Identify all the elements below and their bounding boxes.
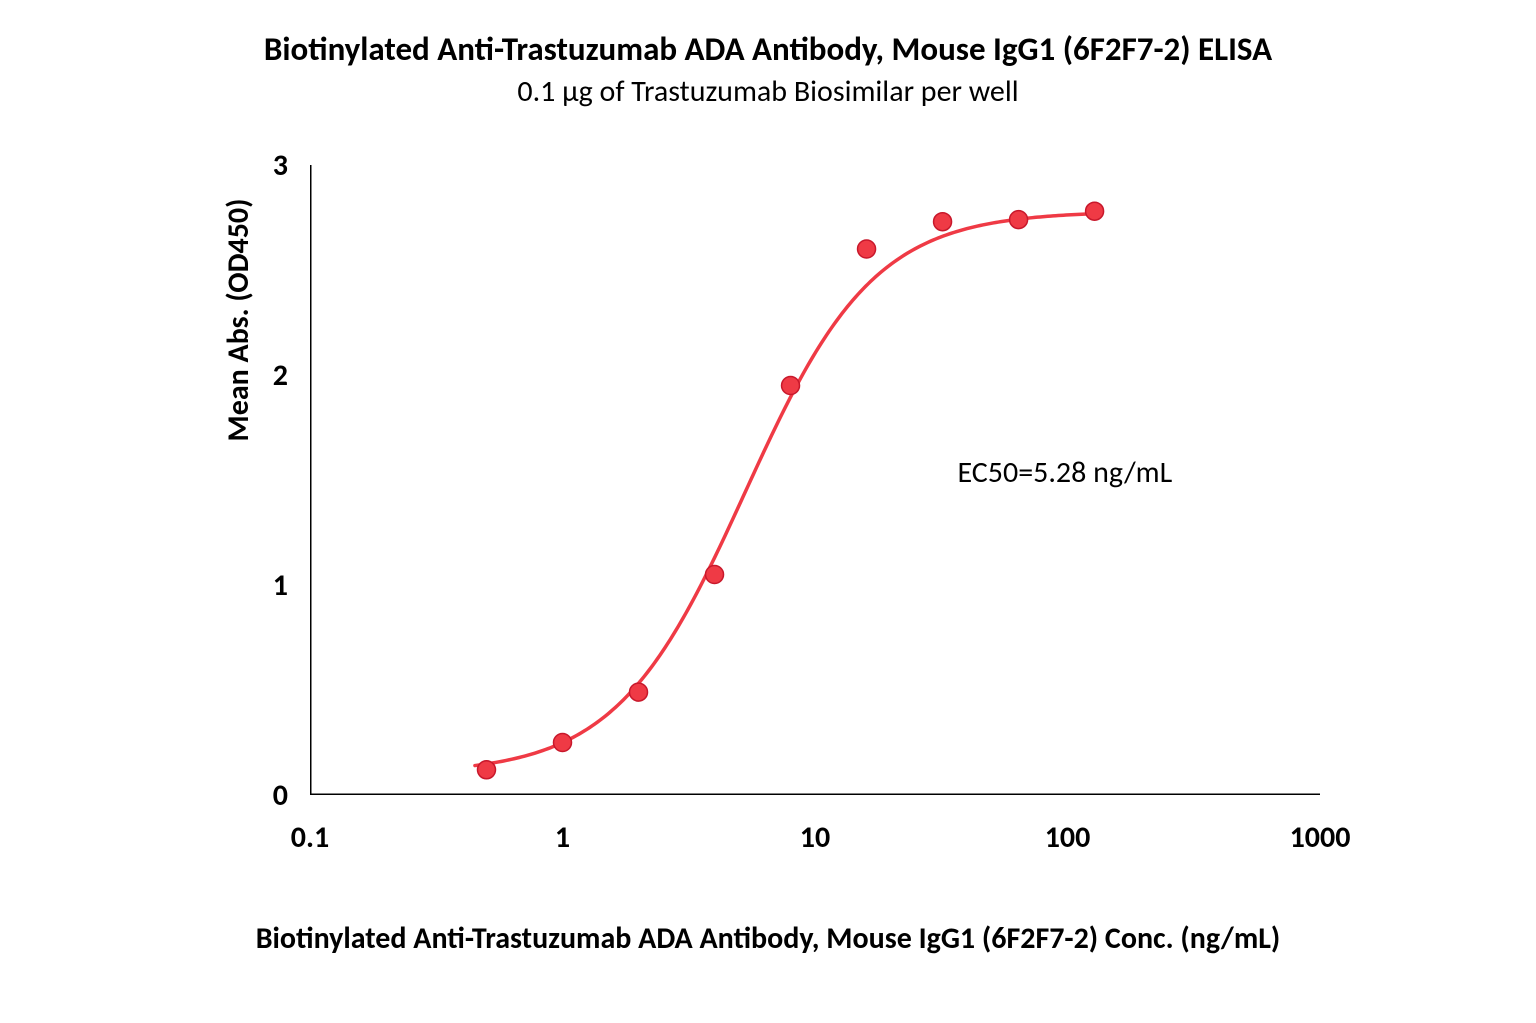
x-tick-label: 1 (523, 819, 603, 856)
y-tick-label: 0 (273, 777, 288, 814)
plot-wrap: 0123 0.11101001000 Mean Abs. (OD450) EC5… (225, 145, 1405, 905)
y-tick-label: 1 (273, 567, 288, 604)
x-tick-label: 100 (1028, 819, 1108, 856)
y-axis-label: Mean Abs. (OD450) (220, 5, 257, 635)
data-point (934, 213, 952, 231)
data-point (554, 734, 572, 752)
data-point (477, 761, 495, 779)
data-point (706, 566, 724, 584)
data-point (782, 377, 800, 395)
figure-root: Biotinylated Anti-Trastuzumab ADA Antibo… (0, 0, 1536, 1023)
x-tick-label: 0.1 (270, 819, 350, 856)
y-tick-label: 3 (273, 147, 288, 184)
x-axis-label: Biotinylated Anti-Trastuzumab ADA Antibo… (0, 920, 1536, 957)
data-point (1086, 202, 1104, 220)
x-tick-label: 1000 (1280, 819, 1360, 856)
ec50-annotation: EC50=5.28 ng/mL (958, 454, 1173, 491)
data-point (1010, 211, 1028, 229)
data-point (630, 683, 648, 701)
x-tick-label: 10 (775, 819, 855, 856)
y-tick-label: 2 (273, 357, 288, 394)
data-point (858, 240, 876, 258)
